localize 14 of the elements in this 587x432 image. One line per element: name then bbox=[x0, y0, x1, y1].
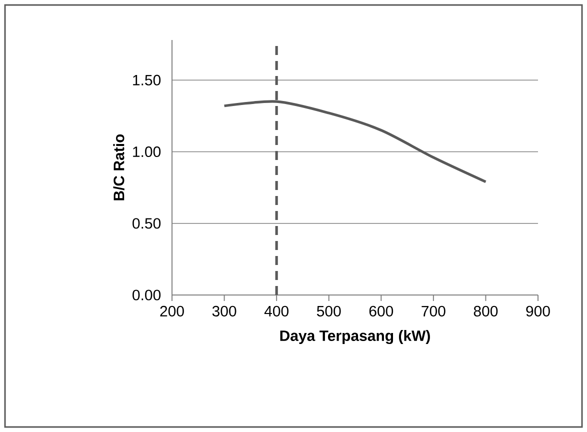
y-axis-title: B/C Ratio bbox=[113, 134, 124, 200]
x-tick-label: 200 bbox=[160, 306, 184, 316]
x-tick-label: 900 bbox=[526, 306, 550, 316]
x-tick-label: 800 bbox=[474, 306, 498, 316]
x-tick-label: 300 bbox=[212, 306, 236, 316]
x-tick-label: 600 bbox=[369, 306, 394, 316]
y-tick-label: 0.00 bbox=[132, 290, 161, 300]
y-tick-label: 1.50 bbox=[133, 74, 161, 86]
x-tick-label: 400 bbox=[264, 306, 288, 316]
x-tick-label: 700 bbox=[422, 306, 446, 316]
y-tick-label: 0.50 bbox=[132, 218, 161, 229]
x-tick-label: 500 bbox=[316, 306, 341, 316]
y-tick-label: 1.00 bbox=[133, 146, 161, 158]
x-axis-title: Daya Terpasang (kW) bbox=[280, 330, 430, 344]
